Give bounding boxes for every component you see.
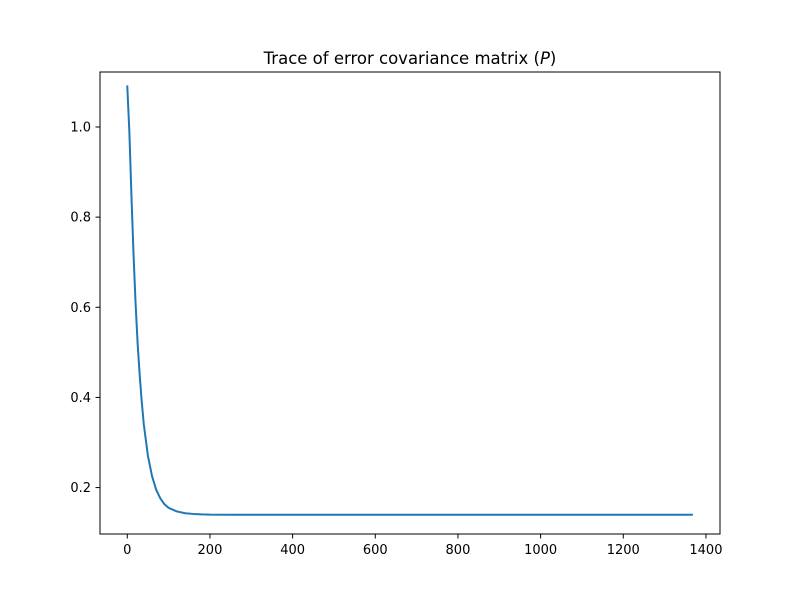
y-tick-label: 0.4 (70, 391, 91, 406)
x-tick-label: 0 (123, 543, 131, 558)
x-tick-label: 600 (363, 543, 388, 558)
x-tick-label: 1000 (524, 543, 557, 558)
chart-title: Trace of error covariance matrix (P) (263, 49, 557, 68)
x-tick-label: 1400 (689, 543, 722, 558)
x-tick-label: 400 (280, 543, 305, 558)
axes-layer: 0 200 400 600 800 1000 1200 1400 0.2 0.4 0.6 0.8 1.0 (70, 71, 722, 558)
axes-frame (99, 71, 721, 535)
series-line-0 (126, 85, 693, 516)
plot-layer (126, 85, 693, 516)
y-tick-label: 0.8 (70, 211, 91, 226)
y-tick-label: 0.2 (70, 481, 91, 496)
x-tick-label: 1200 (607, 543, 640, 558)
y-tick-label: 1.0 (70, 120, 91, 135)
x-tick-label: 200 (198, 543, 223, 558)
x-tick-label: 800 (446, 543, 471, 558)
y-tick-label: 0.6 (70, 301, 91, 316)
